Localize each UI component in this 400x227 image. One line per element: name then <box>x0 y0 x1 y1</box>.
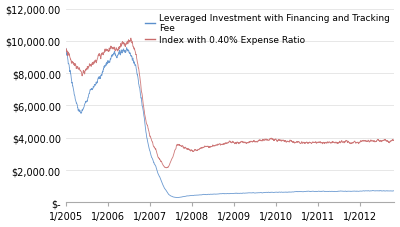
Legend: Leveraged Investment with Financing and Tracking
Fee, Index with 0.40% Expense R: Leveraged Investment with Financing and … <box>145 14 390 45</box>
